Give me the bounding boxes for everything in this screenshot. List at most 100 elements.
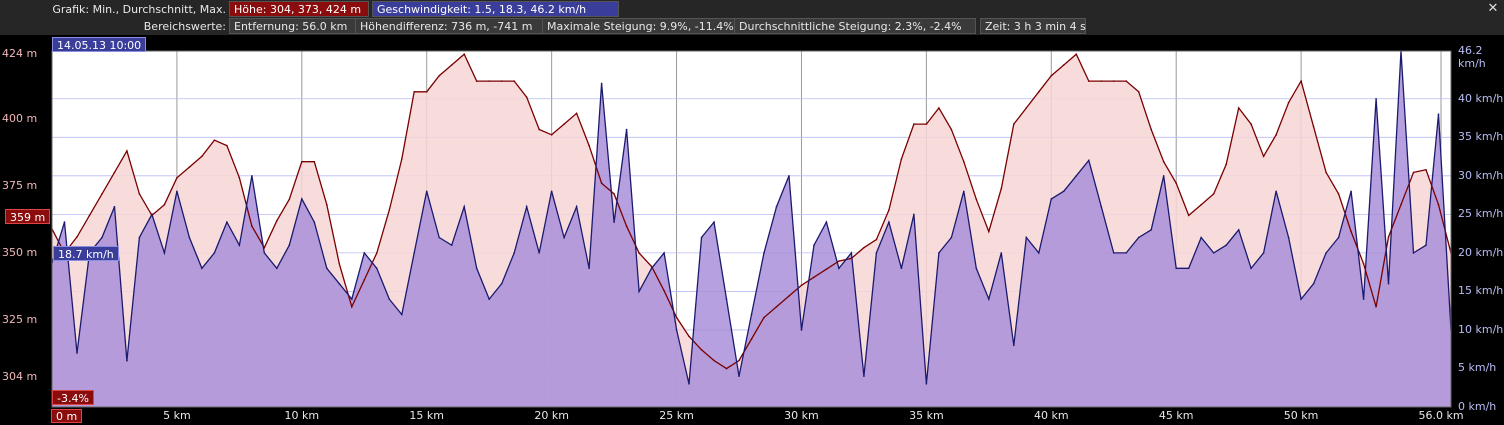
right-axis-tick-label: 15 km/h [1458,284,1504,298]
speed-point [1037,252,1040,254]
right-axis-tick-label: 0 km/h [1458,400,1497,413]
altitude-point [226,144,228,147]
right-axis-tick-label: 35 km/h [1458,130,1504,144]
graph-info-row: Grafik: Min., Durchschnitt, Max. Höhe: 3… [0,1,1504,18]
speed-point [838,267,840,270]
altitude-point [326,203,328,206]
altitude-point [613,193,615,195]
speed-point [888,221,890,223]
header-bar: Grafik: Min., Durchschnitt, Max. Höhe: 3… [0,0,1504,35]
left-axis-tick-label: 325 m [2,313,38,327]
altitude-point [1175,182,1177,184]
altitude-point [950,128,953,131]
speed-point [900,267,903,270]
speed-point [738,375,740,377]
altitude-point [388,209,391,211]
altitude-point [1162,160,1165,163]
altitude-point [338,262,341,265]
altitude-point [925,123,928,125]
altitude-point [126,150,128,152]
altitude-point [1375,305,1377,308]
altitude-point [1050,74,1053,77]
left-axis-tick-label: 304 m [2,369,38,383]
altitude-point [1312,125,1315,128]
speed-point [1112,252,1115,254]
close-icon[interactable]: ✕ [1487,1,1499,16]
altitude-point [625,225,628,227]
x-axis-tick-label: 40 km [1033,409,1069,422]
altitude-point [700,348,703,351]
speed-point [650,267,653,270]
speed-point [63,221,66,223]
speed-point [1337,236,1340,239]
speed-point [625,128,628,131]
speed-point [226,221,228,223]
altitude-point [1112,80,1115,82]
altitude-point [1000,187,1003,190]
x-axis-tick-label: 10 km [284,409,320,422]
speed-point [588,267,590,270]
distance-cursor-badge: 0 m [51,409,83,423]
speed-point [251,175,253,177]
speed-point [1250,267,1252,270]
speed-point [375,267,378,270]
right-axis-tick-label: 5 km/h [1458,361,1497,375]
speed-point [1100,205,1103,208]
speed-point [425,190,428,193]
speed-point [1225,244,1227,246]
speed-point [488,298,490,300]
speed-point [550,190,553,193]
altitude-point [513,80,515,82]
altitude-point [475,80,478,82]
altitude-point [888,209,890,211]
height-diff-pill: Höhendifferenz: 736 m, -741 m [355,18,543,34]
x-axis-tick-label: 20 km [534,409,569,422]
altitude-point [863,246,865,249]
speed-point [988,298,990,300]
altitude-point [913,123,915,125]
altitude-point [963,160,965,163]
speed-point [1425,244,1427,246]
altitude-point [975,198,978,201]
speed-point [913,213,915,216]
right-axis-tick-label: 30 km/h [1458,168,1504,182]
right-axis-tick-label: 25 km/h [1458,207,1504,221]
altitude-point [800,284,803,287]
speed-point [1275,190,1277,193]
speed-point [638,290,640,293]
speed-point [1362,298,1365,300]
max-slope-pill: Maximale Steigung: 9.9%, -11.4% [542,18,735,34]
altitude-point [1100,80,1103,82]
speed-point [963,190,965,193]
altitude-point [176,177,178,179]
altitude-point [1262,155,1265,158]
altitude-point [1400,203,1402,206]
right-axis-tick-label: 46.2 km/h [1458,44,1486,70]
plot-border [51,50,1452,408]
speed-point [176,190,178,193]
altitude-point [450,64,453,66]
altitude-point [301,160,303,163]
altitude-point [563,123,565,125]
speed-point [1150,228,1153,231]
altitude-point [201,155,203,158]
altitude-point [725,367,728,370]
altitude-point [438,74,441,77]
altitude-point [88,214,91,217]
speed-point [288,244,291,246]
speed-point [763,252,765,254]
altitude-point [688,335,690,338]
speed-point [750,313,753,316]
altitude-point [1037,91,1040,93]
altitude-summary-pill: Höhe: 304, 373, 424 m [229,1,369,17]
speed-point [1075,175,1078,177]
left-axis-tick-label: 375 m [2,178,38,192]
altitude-point [538,128,540,131]
speed-point [788,175,790,177]
speed-area [52,51,1451,407]
speed-point [950,236,953,239]
altitude-point [188,166,191,168]
altitude-point [488,80,490,82]
speed-point [201,267,203,270]
